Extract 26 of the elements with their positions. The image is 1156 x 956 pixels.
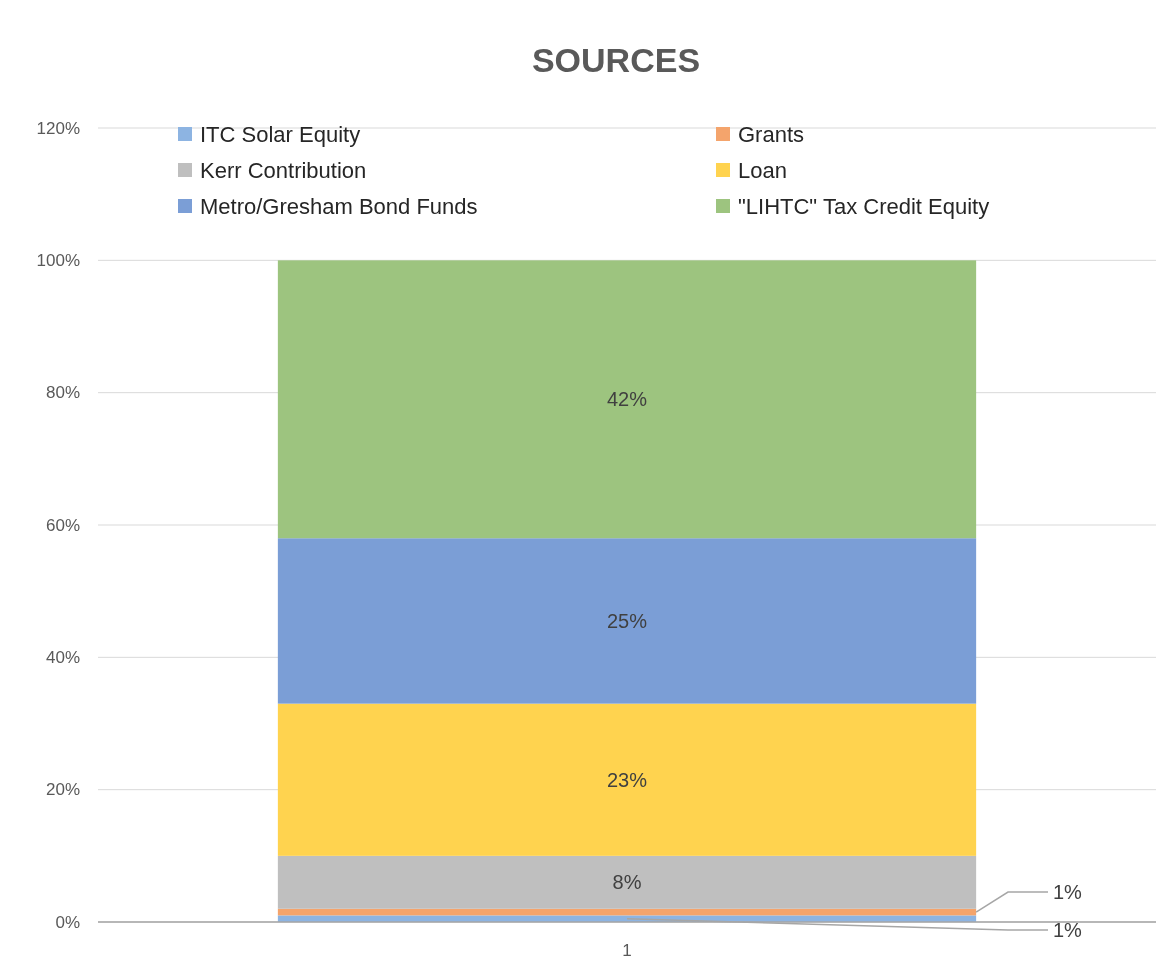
data-label: 23% xyxy=(606,768,648,791)
y-tick-label: 20% xyxy=(45,780,80,800)
bar xyxy=(277,703,977,856)
bar xyxy=(277,538,977,704)
y-tick-label: 0% xyxy=(55,912,80,932)
y-tick-label: 80% xyxy=(45,383,80,403)
chart-title: SOURCES xyxy=(531,41,701,79)
legend-label: Kerr Contribution xyxy=(200,157,367,183)
bar xyxy=(277,260,977,539)
data-label: 1% xyxy=(1053,919,1083,941)
bar xyxy=(277,855,977,909)
bar xyxy=(277,908,977,916)
y-tick-label: 40% xyxy=(45,647,80,667)
legend-label: Grants xyxy=(738,121,805,147)
legend-label: ITC Solar Equity xyxy=(200,121,361,147)
data-label: 8% xyxy=(612,871,642,894)
legend-label: "LIHTC" Tax Credit Equity xyxy=(738,193,990,219)
legend-label: Metro/Gresham Bond Funds xyxy=(200,193,478,219)
data-label: 42% xyxy=(606,388,648,411)
y-tick-label: 100% xyxy=(36,250,80,270)
y-tick-label: 60% xyxy=(45,515,80,535)
data-label: 25% xyxy=(606,609,648,632)
legend-label: Loan xyxy=(738,157,787,183)
x-tick-label: 1 xyxy=(622,940,632,956)
data-label: 1% xyxy=(1053,881,1083,903)
y-tick-label: 120% xyxy=(36,118,80,138)
